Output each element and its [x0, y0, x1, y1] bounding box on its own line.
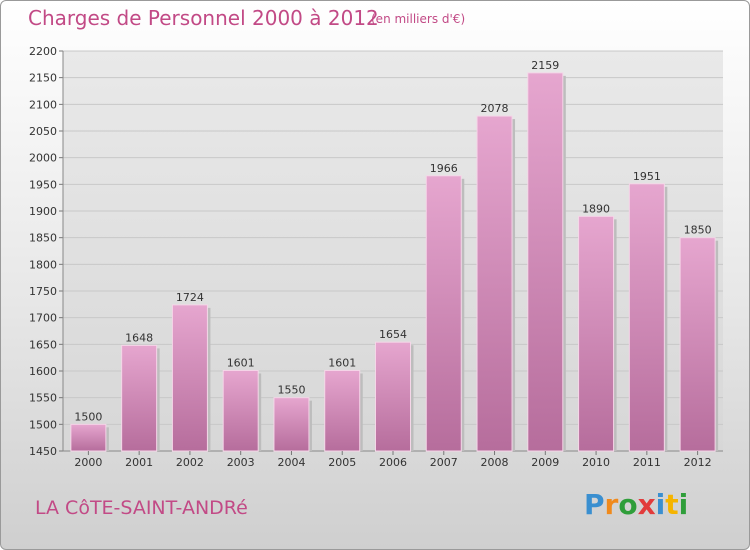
y-tick-label: 1900 [29, 205, 57, 218]
data-label: 1601 [227, 356, 255, 369]
bar [70, 423, 107, 452]
data-label: 1850 [684, 224, 712, 237]
x-tick-label: 2010 [582, 456, 610, 469]
logo-letter: t [665, 488, 679, 521]
logo-letter: P [584, 488, 605, 521]
x-tick-label: 2002 [176, 456, 204, 469]
x-tick-label: 2011 [633, 456, 661, 469]
logo-letter: r [604, 488, 619, 521]
town-name: LA CôTE-SAINT-ANDRé [35, 497, 248, 519]
y-tick-label: 2000 [29, 152, 57, 165]
logo-letter: o [618, 488, 638, 521]
chart-title: Charges de Personnel 2000 à 2012 [28, 6, 379, 30]
x-tick-label: 2007 [430, 456, 458, 469]
data-label: 1500 [74, 410, 102, 423]
bar [679, 237, 716, 452]
bar [375, 341, 411, 452]
x-tick-label: 2004 [277, 456, 305, 469]
y-tick-label: 1650 [29, 338, 57, 351]
x-tick-label: 2000 [74, 456, 102, 469]
x-tick-label: 2005 [328, 456, 356, 469]
bar [273, 397, 310, 452]
y-tick-label: 1850 [29, 232, 57, 245]
data-label: 1648 [125, 331, 153, 344]
bar [527, 72, 564, 452]
proxiti-logo: Proxiti [584, 488, 688, 521]
data-label: 1966 [430, 162, 458, 175]
logo-letter: i [678, 488, 689, 521]
y-tick-label: 2050 [29, 125, 57, 138]
bar [171, 304, 208, 452]
y-tick-label: 1750 [29, 285, 57, 298]
bar [628, 183, 665, 452]
y-tick-label: 1800 [29, 258, 57, 271]
y-tick-label: 1950 [29, 178, 57, 191]
chart-subtitle: (en milliers d'€) [371, 12, 466, 26]
bar [425, 175, 462, 452]
bar [121, 344, 158, 452]
bar [222, 369, 259, 452]
y-tick-label: 1450 [29, 445, 57, 458]
data-label: 2078 [481, 102, 509, 115]
logo-letter: i [655, 488, 666, 521]
y-tick-label: 1550 [29, 392, 57, 405]
y-tick-label: 2150 [29, 72, 57, 85]
y-tick-label: 2100 [29, 98, 57, 111]
y-tick-label: 1500 [29, 418, 57, 431]
data-label: 1550 [277, 384, 305, 397]
x-tick-label: 2012 [684, 456, 712, 469]
logo-letter: x [637, 488, 656, 521]
x-tick-label: 2001 [125, 456, 153, 469]
x-tick-label: 2008 [481, 456, 509, 469]
y-tick-label: 2200 [29, 45, 57, 58]
x-tick-label: 2003 [227, 456, 255, 469]
data-label: 1890 [582, 202, 610, 215]
data-label: 2159 [531, 59, 559, 72]
x-tick-label: 2006 [379, 456, 407, 469]
x-tick-label: 2009 [531, 456, 559, 469]
y-tick-label: 1700 [29, 312, 57, 325]
data-label: 1601 [328, 356, 356, 369]
data-label: 1724 [176, 291, 204, 304]
bar [578, 215, 615, 452]
bar [476, 115, 513, 452]
y-tick-label: 1600 [29, 365, 57, 378]
bar [324, 369, 361, 452]
data-label: 1951 [633, 170, 661, 183]
data-label: 1654 [379, 328, 407, 341]
